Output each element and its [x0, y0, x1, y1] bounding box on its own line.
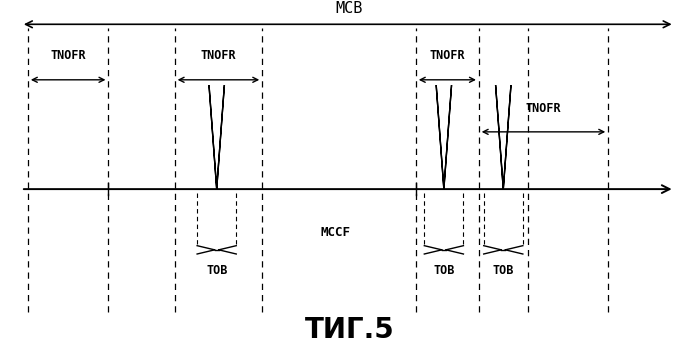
Polygon shape	[209, 85, 224, 189]
Text: TNOFR: TNOFR	[526, 102, 561, 115]
Text: TNOFR: TNOFR	[51, 50, 86, 62]
Text: MCCF: MCCF	[321, 226, 350, 239]
Text: TOB: TOB	[206, 264, 227, 277]
Text: MCB: MCB	[336, 1, 363, 16]
Text: TOB: TOB	[433, 264, 454, 277]
Text: TOB: TOB	[493, 264, 514, 277]
Polygon shape	[496, 85, 511, 189]
Text: ΤИГ.5: ΤИГ.5	[305, 315, 394, 344]
Polygon shape	[436, 85, 452, 189]
Text: TNOFR: TNOFR	[430, 50, 465, 62]
Text: TNOFR: TNOFR	[201, 50, 236, 62]
